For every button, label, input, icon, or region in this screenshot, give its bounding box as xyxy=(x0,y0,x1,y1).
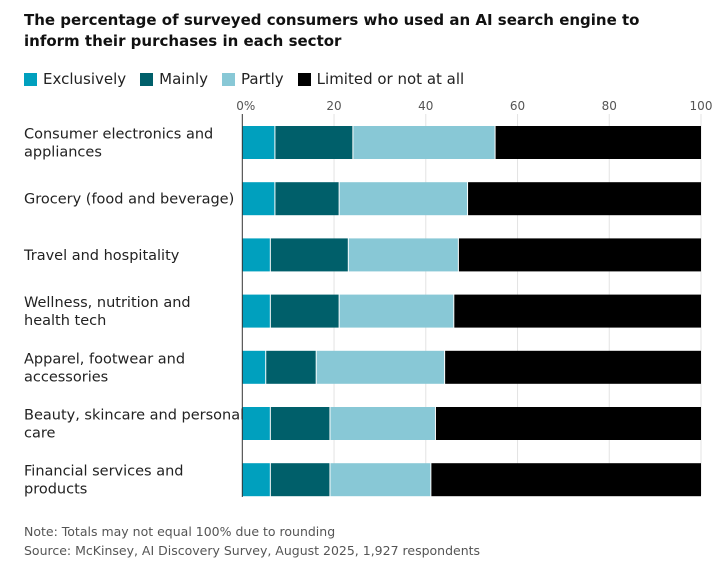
bar-partly xyxy=(330,407,435,440)
source-text: Source: McKinsey, AI Discovery Survey, A… xyxy=(24,543,481,558)
x-tick-label: 60 xyxy=(510,99,525,113)
bar-mainly xyxy=(270,463,330,497)
legend-item-partly: Partly xyxy=(222,70,284,88)
bar-limited-or-not-at-all xyxy=(445,350,701,384)
category-label: care xyxy=(24,426,56,442)
bar-mainly xyxy=(275,182,339,216)
bar-limited-or-not-at-all xyxy=(454,294,701,328)
bar-exclusively xyxy=(242,126,275,159)
legend-swatch xyxy=(140,72,154,86)
x-tick-label: 40 xyxy=(418,99,433,113)
legend-label: Mainly xyxy=(159,70,209,88)
bar-exclusively xyxy=(242,463,270,497)
legend-item-exclusively: Exclusively xyxy=(24,70,126,88)
bar-mainly xyxy=(275,126,353,159)
bar-exclusively xyxy=(242,294,270,328)
legend-item-limited: Limited or not at all xyxy=(297,70,465,88)
bar-exclusively xyxy=(242,350,266,384)
bar-exclusively xyxy=(242,407,270,440)
bar-limited-or-not-at-all xyxy=(495,126,701,159)
category-label: Grocery (food and beverage) xyxy=(24,192,234,208)
bar-partly xyxy=(330,463,431,497)
bar-mainly xyxy=(270,238,348,272)
bar-partly xyxy=(339,294,454,328)
bar-mainly xyxy=(270,294,339,328)
category-label: Wellness, nutrition and xyxy=(24,295,191,311)
category-label: Beauty, skincare and personal xyxy=(24,408,244,424)
category-label: accessories xyxy=(24,369,108,385)
legend-swatch xyxy=(297,72,311,86)
x-tick-label: 0% xyxy=(236,99,255,113)
bar-partly xyxy=(339,182,468,216)
x-tick-label: 20 xyxy=(326,99,341,113)
bar-exclusively xyxy=(242,182,275,216)
notes: Note: Totals may not equal 100% due to r… xyxy=(24,522,480,560)
category-label: Travel and hospitality xyxy=(23,248,180,264)
x-tick-label: 100 xyxy=(690,99,713,113)
chart-title: The percentage of surveyed consumers who… xyxy=(24,11,640,50)
bar-mainly xyxy=(270,407,330,440)
category-label: Financial services and xyxy=(24,464,184,480)
bar-partly xyxy=(316,350,445,384)
bar-limited-or-not-at-all xyxy=(431,463,701,497)
legend-label: Exclusively xyxy=(43,70,127,88)
category-label: health tech xyxy=(24,313,106,329)
bar-exclusively xyxy=(242,238,270,272)
bar-limited-or-not-at-all xyxy=(435,407,701,440)
legend-item-mainly: Mainly xyxy=(140,70,208,88)
bar-limited-or-not-at-all xyxy=(468,182,701,216)
bar-mainly xyxy=(266,350,316,384)
category-label: Consumer electronics and xyxy=(24,127,213,143)
legend-label: Limited or not at all xyxy=(316,70,465,88)
note-text: Note: Totals may not equal 100% due to r… xyxy=(24,524,336,539)
x-tick-label: 80 xyxy=(602,99,617,113)
legend-swatch xyxy=(24,72,37,86)
legend-swatch xyxy=(222,72,236,86)
bar-partly xyxy=(348,238,458,272)
bar-limited-or-not-at-all xyxy=(458,238,701,272)
bar-partly xyxy=(353,126,495,159)
legend-label: Partly xyxy=(241,70,284,88)
category-label: Apparel, footwear and xyxy=(24,351,185,367)
legend: Exclusively Mainly Partly Limited or not… xyxy=(24,70,464,88)
category-label: products xyxy=(24,482,87,498)
category-label: appliances xyxy=(24,145,102,161)
